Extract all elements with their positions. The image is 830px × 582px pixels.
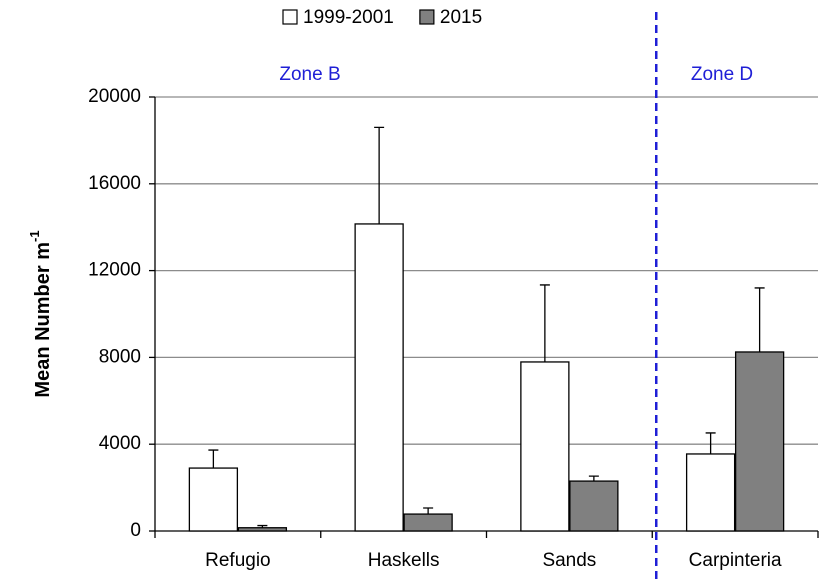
y-tick-label: 12000 [88, 260, 141, 281]
x-tick-label: Carpinteria [689, 550, 782, 571]
y-tick-label: 0 [130, 520, 141, 541]
error-bar [208, 449, 219, 469]
y-axis-title: Mean Number m-1 [27, 230, 54, 397]
error-bar [705, 432, 716, 454]
y-tick-label: 20000 [88, 86, 141, 107]
y-tick-label: 4000 [99, 433, 141, 454]
bar [734, 351, 785, 532]
y-tick-label: 16000 [88, 173, 141, 194]
bar [685, 453, 736, 532]
y-axis-title-text: Mean Number m [32, 242, 54, 398]
error-bar [257, 524, 268, 528]
legend-swatch [419, 9, 435, 25]
error-bar [423, 507, 434, 515]
error-bar [588, 475, 599, 482]
zone-label: Zone B [279, 64, 340, 85]
zone-label: Zone D [691, 64, 753, 85]
x-tick-label: Sands [542, 550, 596, 571]
error-bar [374, 126, 385, 224]
bar [520, 361, 570, 532]
bar [188, 467, 239, 532]
error-bar [539, 284, 550, 362]
legend-label: 1999-2001 [303, 7, 394, 28]
legend-swatch [282, 9, 298, 25]
bar [237, 527, 288, 532]
bar [403, 513, 453, 532]
x-tick-label: Haskells [368, 550, 440, 571]
bar [569, 480, 619, 532]
legend-label: 2015 [440, 7, 482, 28]
y-axis-title-sup: -1 [27, 230, 42, 242]
x-tick-label: Refugio [205, 550, 271, 571]
bar [354, 223, 404, 532]
error-bar [754, 287, 765, 352]
y-tick-label: 8000 [99, 346, 141, 367]
